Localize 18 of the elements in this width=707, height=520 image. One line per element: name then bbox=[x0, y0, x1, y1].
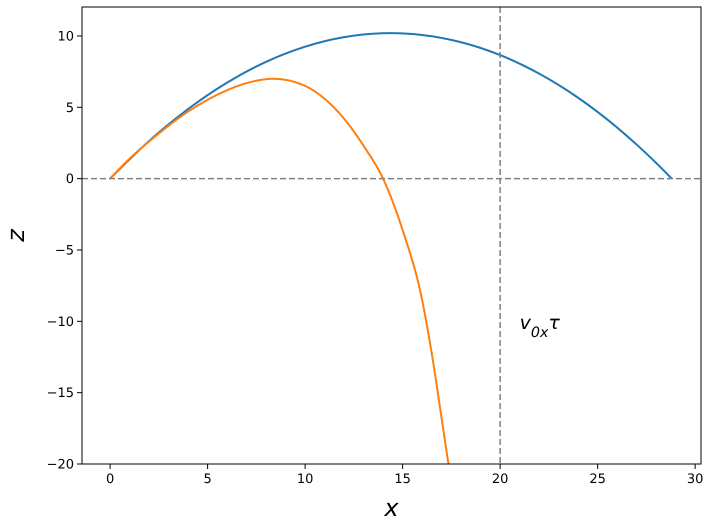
x-tick-label: 5 bbox=[203, 472, 212, 487]
x-tick-label: 10 bbox=[296, 472, 314, 487]
y-tick-label: 10 bbox=[57, 30, 74, 45]
y-tick-label: −10 bbox=[46, 314, 74, 330]
y-tick-label: −15 bbox=[46, 386, 74, 402]
y-tick-label: 5 bbox=[66, 100, 74, 116]
y-tick-label: −5 bbox=[54, 244, 74, 259]
x-tick-label: 15 bbox=[394, 472, 411, 487]
y-tick-label: 0 bbox=[66, 172, 74, 188]
x-tick-label: 25 bbox=[589, 472, 606, 487]
x-axis-title: x bbox=[383, 494, 400, 520]
y-tick-label: −20 bbox=[46, 458, 74, 473]
x-tick-label: 20 bbox=[492, 472, 508, 487]
line-series bbox=[109, 78, 450, 464]
x-tick-label: 0 bbox=[106, 472, 114, 487]
annotation: v$_{0x}$τ bbox=[520, 312, 560, 341]
y-axis-title: z bbox=[2, 228, 30, 243]
x-tick-label: 30 bbox=[686, 472, 704, 487]
